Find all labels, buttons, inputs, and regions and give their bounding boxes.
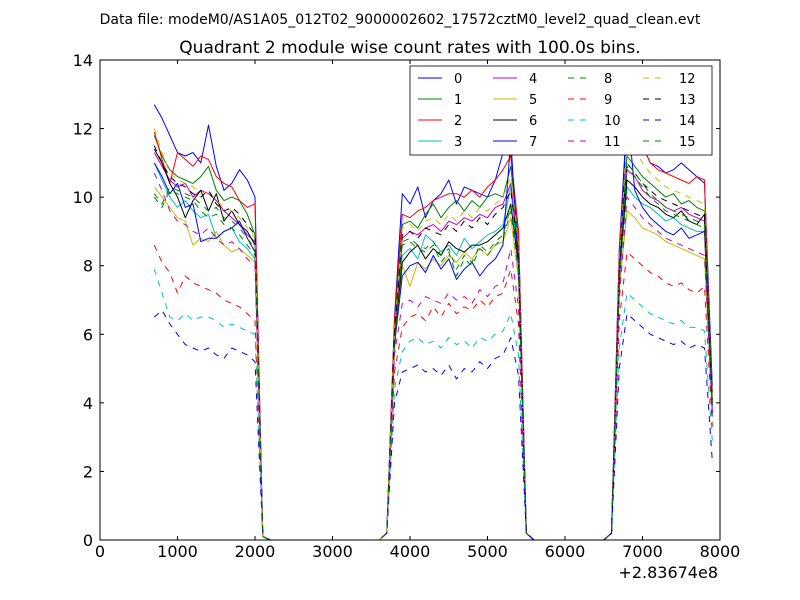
legend-label: 0	[454, 72, 462, 87]
series-line-8	[153, 165, 713, 541]
legend-box	[409, 65, 713, 156]
series-line-15	[153, 162, 713, 541]
series-line-9	[153, 244, 713, 541]
ticks-layer: 0 1000 2000 3000 4000 5000 6000 7000 80000246810…	[73, 51, 741, 561]
y-tick-label: 12	[73, 120, 93, 139]
series-line-2	[153, 117, 713, 541]
legend-item-5: 5	[493, 93, 537, 108]
legend-item-2: 2	[418, 114, 462, 129]
x-tick-label: 3000	[312, 542, 353, 561]
series-line-10	[153, 268, 713, 541]
legend-item-11: 11	[568, 135, 621, 150]
y-tick-label: 14	[73, 51, 93, 70]
y-tick-label: 10	[73, 188, 93, 207]
y-tick-label: 2	[83, 462, 93, 481]
legend-label: 1	[454, 93, 462, 108]
y-tick-label: 8	[83, 257, 93, 276]
legend-item-3: 3	[418, 135, 462, 150]
legend-label: 15	[679, 135, 696, 150]
x-tick-label: 0	[95, 542, 105, 561]
legend-label: 6	[529, 114, 537, 129]
legend-label: 12	[679, 72, 696, 87]
legend-item-14: 14	[643, 114, 696, 129]
legend-item-15: 15	[643, 135, 696, 150]
series-layer	[153, 104, 713, 541]
legend-item-10: 10	[568, 114, 621, 129]
legend-label: 5	[529, 93, 537, 108]
legend-label: 9	[604, 93, 612, 108]
series-line-11	[153, 172, 713, 541]
chart-title: Quadrant 2 module wise count rates with …	[179, 38, 640, 58]
legend-item-0: 0	[418, 72, 462, 87]
legend-label: 3	[454, 135, 462, 150]
legend-label: 14	[679, 114, 696, 129]
legend-label: 11	[604, 135, 621, 150]
legend-label: 8	[604, 72, 612, 87]
y-tick-label: 4	[83, 394, 93, 413]
legend-item-6: 6	[493, 114, 537, 129]
legend-item-13: 13	[643, 93, 696, 108]
legend-item-1: 1	[418, 93, 462, 108]
x-tick-label: 4000	[390, 542, 431, 561]
legend-label: 10	[604, 114, 621, 129]
legend-label: 4	[529, 72, 537, 87]
x-tick-label: 2000	[235, 542, 276, 561]
y-tick-label: 6	[83, 325, 93, 344]
x-tick-label: 6000	[545, 542, 586, 561]
x-tick-label: 5000	[467, 542, 508, 561]
legend-item-12: 12	[643, 72, 696, 87]
data-file-suptitle: Data file: modeM0/AS1A05_012T02_90000026…	[100, 12, 701, 28]
y-tick-label: 0	[83, 531, 93, 550]
legend-label: 2	[454, 114, 462, 129]
legend-item-9: 9	[568, 93, 612, 108]
legend-label: 13	[679, 93, 696, 108]
x-tick-label: 7000	[622, 542, 663, 561]
legend-item-8: 8	[568, 72, 612, 87]
legend-item-7: 7	[493, 135, 537, 150]
legend-item-4: 4	[493, 72, 537, 87]
series-line-14	[153, 309, 713, 541]
x-offset-label: +2.83674e8	[618, 563, 718, 582]
legend-label: 7	[529, 135, 537, 150]
x-tick-label: 8000	[700, 542, 741, 561]
x-tick-label: 1000	[157, 542, 198, 561]
